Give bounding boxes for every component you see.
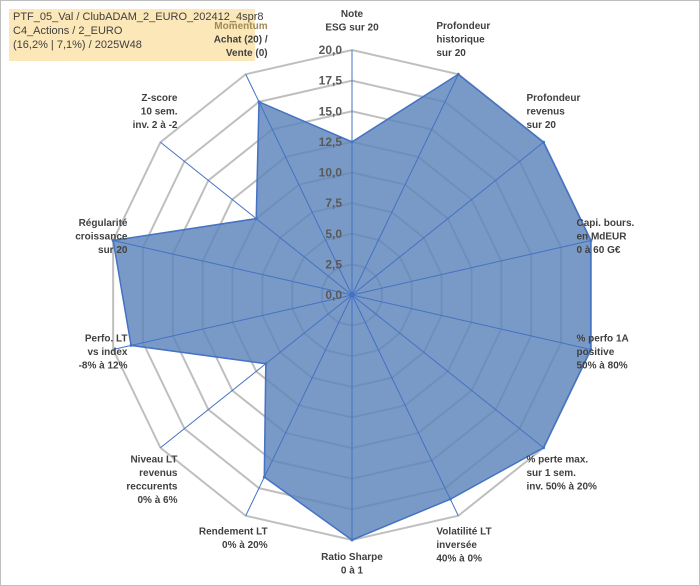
title-line-2: C4_Actions / 2_EURO [13, 25, 123, 37]
title-line-3: (16,2% | 7,1%) / 2025W48 [13, 39, 142, 51]
tick-label: 2,5 [325, 257, 342, 271]
axis-spoke [351, 294, 544, 449]
axis-spoke [245, 294, 353, 516]
data-point [111, 238, 115, 242]
tick-label: 0,0 [325, 288, 342, 302]
axis-label: Profondeur revenus sur 20 [526, 93, 580, 131]
data-point [254, 217, 258, 221]
axis-spoke [351, 239, 591, 296]
data-point [129, 343, 133, 347]
axis-label: Régularité croissance sur 20 [75, 218, 128, 256]
axis-label: Rendement LT 0% à 20% [199, 526, 268, 551]
axis-spoke [351, 74, 459, 296]
axis-label: Ratio Sharpe 0 à 1 [321, 552, 383, 577]
axis-spoke [351, 294, 459, 516]
axis-spoke [245, 74, 353, 296]
tick-label: 5,0 [325, 227, 342, 241]
data-point [257, 100, 261, 104]
axis-spoke [113, 294, 353, 351]
tick-label: 10,0 [319, 166, 343, 180]
axis-label: Note ESG sur 20 [325, 9, 379, 34]
axis-label: Capi. bours. en MdEUR 0 à 60 G€ [577, 218, 635, 256]
axis-spoke [113, 239, 353, 296]
tick-label: 15,0 [319, 104, 343, 118]
axis-label: % perfo 1A positive 50% à 80% [577, 333, 629, 371]
tick-label: 20,0 [319, 43, 343, 57]
data-point [542, 140, 546, 144]
axis-spoke [351, 141, 544, 296]
axis-spoke [351, 294, 591, 351]
title-line-1: PTF_05_Val / ClubADAM_2_EURO_202412_4spr… [13, 11, 264, 23]
chart-title-box: PTF_05_Val / ClubADAM_2_EURO_202412_4spr… [9, 9, 264, 61]
data-point [350, 140, 354, 144]
axis-label: % perte max. sur 1 sem. inv. 50% à 20% [526, 454, 597, 492]
axis-spoke [160, 294, 353, 449]
data-point [448, 497, 452, 501]
axis-label: Momentum Achat (20) / Vente (0) [214, 21, 268, 59]
axis-label: Profondeur historique sur 20 [436, 21, 490, 59]
data-point [542, 446, 546, 450]
data-point [456, 72, 460, 76]
data-point [262, 475, 266, 479]
tick-label: 17,5 [319, 74, 343, 88]
data-point [589, 238, 593, 242]
axis-label: Volatilité LT inversée 40% à 0% [436, 526, 491, 564]
data-point [350, 538, 354, 542]
tick-label: 12,5 [319, 135, 343, 149]
axis-label: Niveau LT revenus reccurents 0% à 6% [126, 454, 178, 506]
data-point [264, 362, 268, 366]
tick-label: 7,5 [325, 196, 342, 210]
axis-label: Perfo. LT vs index -8% à 12% [79, 333, 128, 371]
data-point [589, 348, 593, 352]
axis-label: Z-score 10 sem. inv. 2 à -2 [133, 93, 178, 131]
